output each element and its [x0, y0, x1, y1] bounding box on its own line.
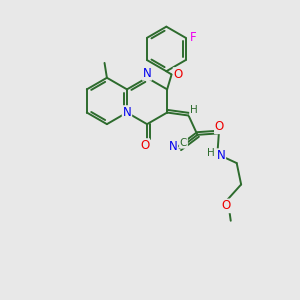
Text: N: N — [143, 67, 152, 80]
Text: O: O — [215, 120, 224, 133]
Text: O: O — [173, 68, 183, 81]
Text: N: N — [169, 140, 178, 153]
Text: C: C — [180, 138, 187, 148]
Text: O: O — [140, 139, 149, 152]
Text: H: H — [207, 148, 215, 158]
Text: N: N — [217, 149, 225, 162]
Text: O: O — [222, 200, 231, 212]
Text: H: H — [190, 105, 198, 115]
Text: N: N — [123, 106, 131, 119]
Text: F: F — [190, 31, 196, 44]
